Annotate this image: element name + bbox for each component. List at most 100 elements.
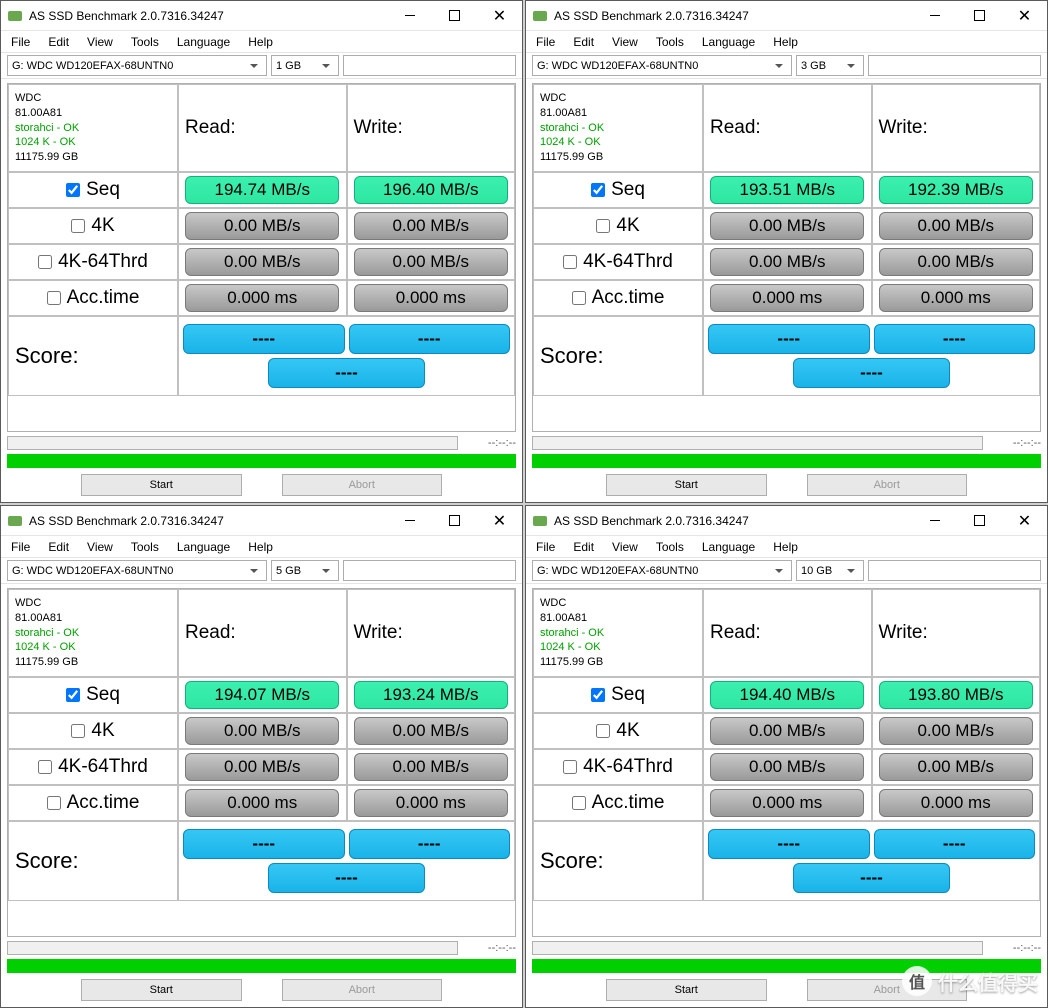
minimize-button[interactable] [912, 506, 957, 536]
seq-read-cell: 193.51 MB/s [703, 172, 872, 208]
seq-write-cell: 196.40 MB/s [347, 172, 516, 208]
drive-info: WDC 81.00A81 storahci - OK 1024 K - OK 1… [8, 589, 178, 677]
maximize-button[interactable] [957, 506, 1002, 536]
menu-item[interactable]: Tools [131, 35, 159, 49]
abort-button[interactable]: Abort [807, 474, 968, 496]
menu-item[interactable]: View [87, 35, 113, 49]
4k-read-value: 0.00 MB/s [710, 717, 864, 745]
acc-checkbox[interactable] [47, 796, 61, 810]
titlebar[interactable]: AS SSD Benchmark 2.0.7316.34247 ✕ [1, 1, 522, 31]
button-row: Start Abort [1, 975, 522, 1007]
drive-driver-status: storahci - OK [540, 626, 696, 641]
menu-item[interactable]: Tools [656, 35, 684, 49]
menu-bar: File Edit View Tools Language Help [1, 31, 522, 53]
menu-item[interactable]: Tools [656, 540, 684, 554]
titlebar[interactable]: AS SSD Benchmark 2.0.7316.34247 ✕ [1, 506, 522, 536]
score-cell: ---- ---- ---- [703, 821, 1040, 901]
menu-item[interactable]: Help [773, 540, 798, 554]
acc-checkbox[interactable] [47, 291, 61, 305]
progress-row: --:--:-- [532, 941, 1041, 955]
4k-read-cell: 0.00 MB/s [703, 713, 872, 749]
seq-checkbox[interactable] [66, 183, 80, 197]
write-header: Write: [347, 589, 516, 677]
menu-item[interactable]: File [536, 540, 555, 554]
text-input[interactable] [343, 55, 516, 76]
seq-checkbox[interactable] [591, 183, 605, 197]
text-input[interactable] [868, 55, 1041, 76]
menu-item[interactable]: Help [773, 35, 798, 49]
minimize-button[interactable] [912, 1, 957, 31]
menu-item[interactable]: Help [248, 35, 273, 49]
4k-checkbox[interactable] [596, 219, 610, 233]
menu-item[interactable]: Help [248, 540, 273, 554]
abort-button[interactable]: Abort [282, 474, 443, 496]
titlebar[interactable]: AS SSD Benchmark 2.0.7316.34247 ✕ [526, 506, 1047, 536]
drive-select-value: G: WDC WD120EFAX-68UNTN0 [537, 565, 698, 577]
drive-select[interactable]: G: WDC WD120EFAX-68UNTN0 [7, 55, 267, 76]
menu-item[interactable]: View [612, 35, 638, 49]
4k-checkbox[interactable] [596, 724, 610, 738]
seq-read-value: 194.74 MB/s [185, 176, 339, 204]
close-button[interactable]: ✕ [477, 506, 522, 536]
acc-checkbox[interactable] [572, 796, 586, 810]
text-input[interactable] [868, 560, 1041, 581]
drive-driver-status: storahci - OK [15, 626, 171, 641]
maximize-button[interactable] [432, 1, 477, 31]
drive-select[interactable]: G: WDC WD120EFAX-68UNTN0 [7, 560, 267, 581]
4k-checkbox[interactable] [71, 724, 85, 738]
drive-firmware: 81.00A81 [15, 611, 171, 626]
menu-item[interactable]: Edit [48, 35, 69, 49]
menu-item[interactable]: File [11, 540, 30, 554]
drive-vendor: WDC [15, 91, 171, 106]
abort-button[interactable]: Abort [282, 979, 443, 1001]
close-button[interactable]: ✕ [1002, 506, 1047, 536]
menu-item[interactable]: Edit [573, 35, 594, 49]
progress-bar [7, 436, 458, 450]
close-button[interactable]: ✕ [477, 1, 522, 31]
menu-item[interactable]: Edit [48, 540, 69, 554]
4k64-checkbox[interactable] [563, 255, 577, 269]
start-button[interactable]: Start [81, 979, 242, 1001]
4k64-checkbox[interactable] [38, 760, 52, 774]
menu-item[interactable]: File [11, 35, 30, 49]
menu-item[interactable]: Language [177, 35, 230, 49]
test-size-select[interactable]: 10 GB [796, 560, 864, 581]
test-size-select[interactable]: 5 GB [271, 560, 339, 581]
acc-checkbox[interactable] [572, 291, 586, 305]
maximize-button[interactable] [957, 1, 1002, 31]
drive-select[interactable]: G: WDC WD120EFAX-68UNTN0 [532, 55, 792, 76]
start-button[interactable]: Start [606, 474, 767, 496]
close-button[interactable]: ✕ [1002, 1, 1047, 31]
test-size-value: 10 GB [801, 565, 832, 577]
menu-item[interactable]: Tools [131, 540, 159, 554]
menu-item[interactable]: View [87, 540, 113, 554]
text-input[interactable] [343, 560, 516, 581]
start-button[interactable]: Start [606, 979, 767, 1001]
menu-item[interactable]: File [536, 35, 555, 49]
menu-item[interactable]: View [612, 540, 638, 554]
drive-select[interactable]: G: WDC WD120EFAX-68UNTN0 [532, 560, 792, 581]
4k64-write-cell: 0.00 MB/s [347, 749, 516, 785]
minimize-button[interactable] [387, 1, 432, 31]
4k-write-cell: 0.00 MB/s [347, 713, 516, 749]
titlebar[interactable]: AS SSD Benchmark 2.0.7316.34247 ✕ [526, 1, 1047, 31]
4k64-checkbox[interactable] [38, 255, 52, 269]
abort-button[interactable]: Abort [807, 979, 968, 1001]
menu-item[interactable]: Language [702, 35, 755, 49]
menu-item[interactable]: Language [702, 540, 755, 554]
seq-checkbox[interactable] [591, 688, 605, 702]
4k64-checkbox[interactable] [563, 760, 577, 774]
toolbar: G: WDC WD120EFAX-68UNTN0 10 GB [526, 558, 1047, 584]
menu-item[interactable]: Language [177, 540, 230, 554]
test-size-select[interactable]: 1 GB [271, 55, 339, 76]
start-button[interactable]: Start [81, 474, 242, 496]
seq-checkbox[interactable] [66, 688, 80, 702]
acc-write-value: 0.000 ms [879, 789, 1033, 817]
4k-checkbox[interactable] [71, 219, 85, 233]
chevron-down-icon [771, 569, 787, 573]
maximize-button[interactable] [432, 506, 477, 536]
minimize-button[interactable] [387, 506, 432, 536]
menu-item[interactable]: Edit [573, 540, 594, 554]
test-size-select[interactable]: 3 GB [796, 55, 864, 76]
acc-label: Acc.time [67, 792, 140, 814]
